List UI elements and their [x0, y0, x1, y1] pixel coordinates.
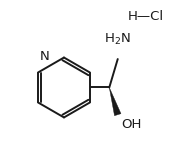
Text: OH: OH	[122, 118, 142, 131]
Text: N: N	[40, 50, 49, 63]
Text: $\mathregular{H_2N}$: $\mathregular{H_2N}$	[104, 32, 131, 47]
Polygon shape	[109, 87, 121, 116]
Text: H—Cl: H—Cl	[128, 10, 164, 23]
